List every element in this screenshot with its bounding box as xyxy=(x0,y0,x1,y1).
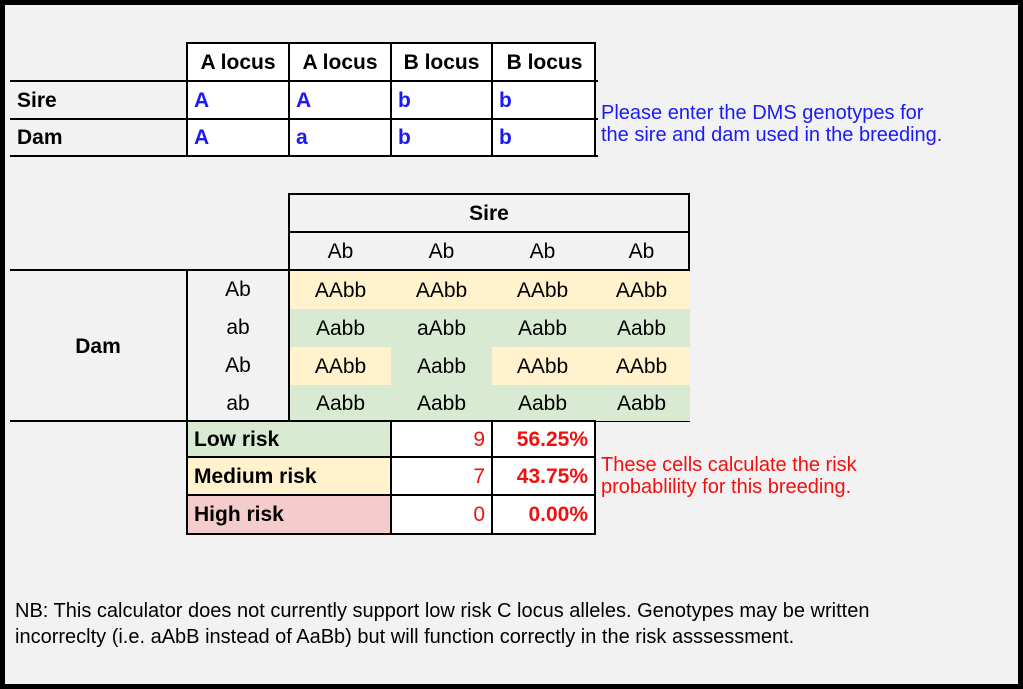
punnett-cell: AAbb xyxy=(593,271,690,309)
risk-label: Medium risk xyxy=(188,458,390,494)
dam-gamete: Ab xyxy=(225,354,251,377)
punnett-cell: AAbb xyxy=(391,271,492,309)
risk-percent: 0.00% xyxy=(493,496,594,533)
risk-count: 7 xyxy=(392,458,491,494)
dam-allele-b1-input[interactable]: b xyxy=(398,126,411,149)
risk-label: Low risk xyxy=(188,422,390,456)
punnett-cell: Aabb xyxy=(290,309,391,347)
row-divider xyxy=(10,80,598,82)
dam-bottom-line xyxy=(10,420,190,422)
risk-label: High risk xyxy=(188,496,390,533)
instruction-note: Please enter the DMS genotypes for the s… xyxy=(601,102,1011,146)
punnett-cell: Aabb xyxy=(492,309,593,347)
sire-header: Sire xyxy=(469,201,509,225)
risk-percent: 43.75% xyxy=(493,458,594,494)
header-a-locus-2: A locus xyxy=(302,50,378,74)
nb-note: NB: This calculator does not currently s… xyxy=(15,598,1011,650)
sire-allele-b1-input[interactable]: b xyxy=(398,88,411,112)
dam-allele-a1-input[interactable]: A xyxy=(194,126,210,149)
sire-header-divider xyxy=(288,231,690,233)
nb-note-line-2: incorreclty (i.e. aAbB instead of AaBb) … xyxy=(15,626,795,648)
punnett-cell: Aabb xyxy=(593,385,690,421)
dam-header: Dam xyxy=(75,334,121,358)
punnett-cell: Aabb xyxy=(593,309,690,347)
punnett-cell: AAbb xyxy=(290,347,391,385)
sire-gamete: Ab xyxy=(628,239,655,263)
risk-count: 9 xyxy=(392,422,491,456)
sire-allele-a2-input[interactable]: A xyxy=(296,88,312,112)
punnett-cell: aAbb xyxy=(391,309,492,347)
col-divider xyxy=(491,420,493,535)
row-divider xyxy=(186,494,596,496)
sire-gamete: Ab xyxy=(428,239,455,263)
row-divider xyxy=(10,155,598,157)
dam-row-label: Dam xyxy=(17,126,63,149)
dam-allele-a2-input[interactable]: a xyxy=(296,126,308,149)
punnett-cell: AAbb xyxy=(492,347,593,385)
row-divider xyxy=(10,118,598,120)
row-divider xyxy=(186,456,596,458)
risk-percent: 56.25% xyxy=(493,422,594,456)
risk-note: These cells calculate the risk probablil… xyxy=(601,454,1001,498)
dam-gamete: ab xyxy=(226,392,250,415)
header-a-locus-1: A locus xyxy=(200,50,276,74)
punnett-cell: AAbb xyxy=(593,347,690,385)
instruction-note-line-1: Please enter the DMS genotypes for xyxy=(601,102,924,124)
nb-note-line-1: NB: This calculator does not currently s… xyxy=(15,600,870,622)
gamete-divider xyxy=(10,269,690,271)
dam-gamete: Ab xyxy=(225,278,251,301)
sire-gamete: Ab xyxy=(529,239,556,263)
col-divider xyxy=(390,42,392,157)
sire-allele-a1-input[interactable]: A xyxy=(194,88,210,112)
risk-note-line-1: These cells calculate the risk xyxy=(601,454,857,476)
punnett-cell: Aabb xyxy=(290,385,391,421)
dam-gamete: ab xyxy=(226,316,250,339)
col-divider xyxy=(390,420,392,535)
col-divider xyxy=(491,42,493,157)
header-b-locus-2: B locus xyxy=(506,50,583,74)
col-divider xyxy=(288,42,290,157)
risk-count: 0 xyxy=(392,496,491,533)
instruction-note-line-2: the sire and dam used in the breeding. xyxy=(601,124,943,146)
risk-note-line-2: probablility for this breeding. xyxy=(601,476,852,498)
dam-allele-b2-input[interactable]: b xyxy=(499,126,512,149)
punnett-cell: Aabb xyxy=(492,385,593,421)
sire-allele-b2-input[interactable]: b xyxy=(499,88,512,112)
punnett-cell: Aabb xyxy=(391,347,492,385)
sire-row-label: Sire xyxy=(17,88,57,112)
sire-gamete: Ab xyxy=(327,239,354,263)
punnett-cell: AAbb xyxy=(290,271,391,309)
header-b-locus-1: B locus xyxy=(403,50,480,74)
punnett-cell: AAbb xyxy=(492,271,593,309)
punnett-cell: Aabb xyxy=(391,385,492,421)
